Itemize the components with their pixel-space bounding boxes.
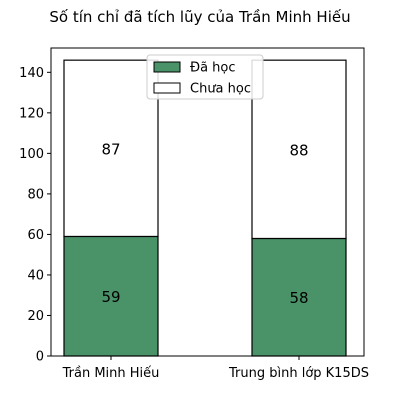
legend-label-0: Đã học [190, 61, 236, 76]
bar-remaining-0 [63, 59, 159, 238]
axes-frame [50, 47, 365, 357]
x-tick-label-1: Trung bình lớp K15DS [228, 366, 369, 381]
data-label-completed-0: 59 [101, 288, 120, 306]
y-tick-label-2: 40 [27, 268, 44, 283]
plot-area: 59 87 Trần Minh Hiếu 58 88 Trung bình lớp K15… [19, 47, 369, 381]
y-tick-label-7: 140 [19, 66, 44, 81]
bar-completed-0 [63, 235, 159, 357]
legend-swatch-0 [153, 61, 181, 73]
chart-title: Số tín chỉ đã tích lũy của Trần Minh Hiế… [49, 8, 350, 26]
y-tick-label-4: 80 [27, 187, 44, 202]
y-tick-label-3: 60 [27, 228, 44, 243]
data-label-remaining-1: 88 [289, 141, 308, 159]
legend-swatch-1 [153, 82, 181, 94]
legend-label-1: Chưa học [190, 82, 251, 97]
data-label-completed-1: 58 [289, 289, 308, 307]
x-tick-label-0: Trần Minh Hiếu [62, 366, 160, 381]
y-tick-label-1: 20 [27, 309, 44, 324]
bar-remaining-1 [251, 59, 347, 240]
data-label-remaining-0: 87 [101, 140, 120, 158]
y-tick-label-5: 100 [19, 147, 44, 162]
y-tick-label-6: 120 [19, 106, 44, 121]
y-tick-label-0: 0 [36, 350, 44, 365]
